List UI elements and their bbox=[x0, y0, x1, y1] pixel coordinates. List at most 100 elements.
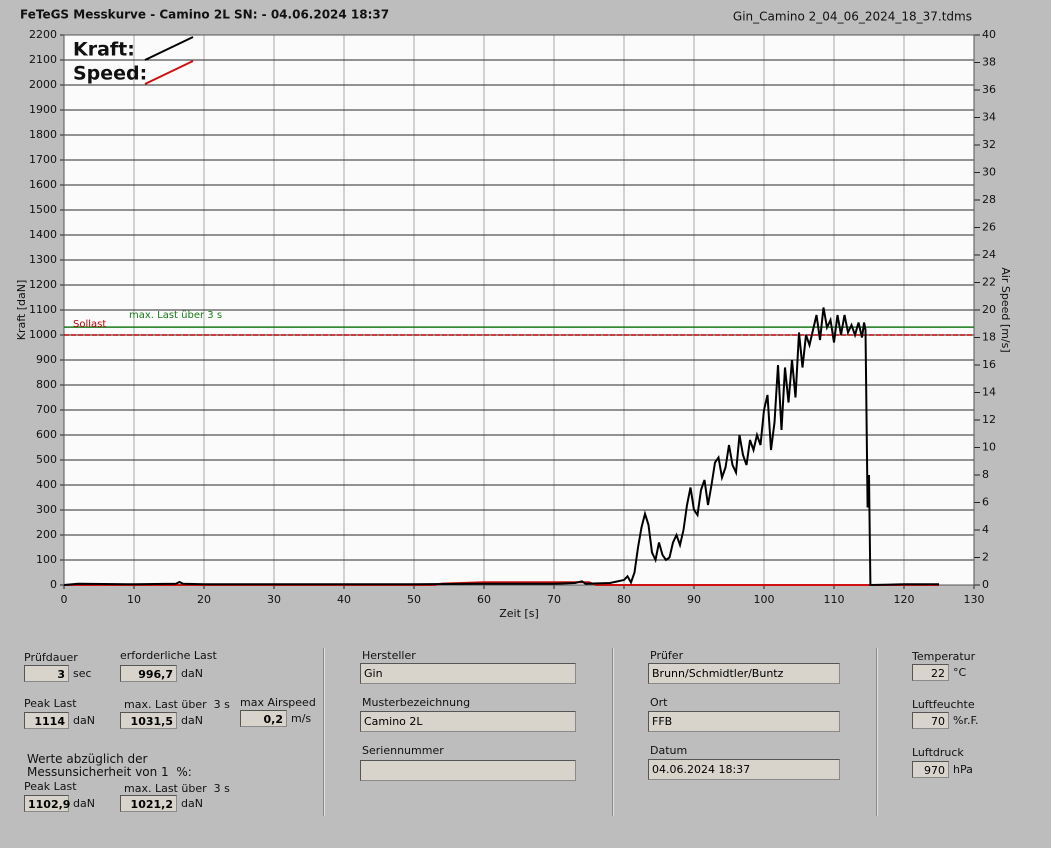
y-tick-label: 2100 bbox=[29, 53, 57, 66]
field-value: 1021,2 bbox=[120, 795, 177, 812]
y2-tick-label: 40 bbox=[982, 28, 996, 41]
y-tick-label: 1900 bbox=[29, 103, 57, 116]
field-value: 22 bbox=[912, 664, 949, 681]
field-label: Prüfer bbox=[650, 649, 684, 662]
reference-label: Sollast bbox=[73, 319, 106, 330]
file-name: Gin_Camino 2_04_06_2024_18_37.tdms bbox=[733, 10, 972, 24]
x-tick-label: 50 bbox=[407, 593, 421, 606]
y-tick-label: 100 bbox=[36, 553, 57, 566]
field-value: 1114 bbox=[24, 712, 69, 729]
y2-tick-label: 8 bbox=[982, 468, 989, 481]
field-label: Luftfeuchte bbox=[912, 698, 975, 711]
field-unit: daN bbox=[181, 667, 203, 680]
legend-swatch bbox=[144, 60, 194, 85]
y-tick-label: 1800 bbox=[29, 128, 57, 141]
y-tick-label: 1300 bbox=[29, 253, 57, 266]
y-tick-label: 1600 bbox=[29, 178, 57, 191]
y-tick-label: 2200 bbox=[29, 28, 57, 41]
x-tick-label: 10 bbox=[127, 593, 141, 606]
field-unit: daN bbox=[181, 714, 203, 727]
field-value bbox=[360, 760, 576, 781]
field-value: 3 bbox=[24, 665, 69, 682]
note: Werte abzüglich der Messunsicherheit von… bbox=[27, 752, 192, 779]
y2-tick-label: 28 bbox=[982, 193, 996, 206]
field-label: max. Last über 3 s bbox=[124, 698, 230, 711]
y2-tick-label: 0 bbox=[982, 578, 989, 591]
field-unit: hPa bbox=[953, 763, 973, 776]
series-line bbox=[63, 307, 939, 587]
x-tick-label: 30 bbox=[267, 593, 281, 606]
x-tick-label: 70 bbox=[547, 593, 561, 606]
field-label: Peak Last bbox=[24, 697, 77, 710]
y-tick-label: 900 bbox=[36, 353, 57, 366]
x-tick-label: 100 bbox=[754, 593, 775, 606]
x-tick-label: 0 bbox=[61, 593, 68, 606]
field-value: 1102,9 bbox=[24, 795, 70, 812]
x-tick-label: 60 bbox=[477, 593, 491, 606]
y-axis-label: Kraft [daN] bbox=[15, 280, 28, 341]
chart: FeTeGS Messkurve - Camino 2L SN: - 04.06… bbox=[15, 8, 1012, 621]
y-tick-label: 300 bbox=[36, 503, 57, 516]
field-unit: m/s bbox=[291, 712, 312, 725]
field-label: Prüfdauer bbox=[24, 651, 78, 664]
y-tick-label: 1700 bbox=[29, 153, 57, 166]
y2-tick-label: 12 bbox=[982, 413, 996, 426]
field-unit: sec bbox=[73, 667, 92, 680]
y-tick-label: 1500 bbox=[29, 203, 57, 216]
y2-tick-label: 30 bbox=[982, 166, 996, 179]
y2-tick-label: 24 bbox=[982, 248, 996, 261]
field-value: 04.06.2024 18:37 bbox=[648, 759, 840, 780]
y2-tick-label: 4 bbox=[982, 523, 989, 536]
y2-tick-label: 2 bbox=[982, 551, 989, 564]
legend-swatch bbox=[144, 36, 194, 61]
y-tick-label: 600 bbox=[36, 428, 57, 441]
field-label: Hersteller bbox=[362, 649, 416, 662]
x-tick-label: 40 bbox=[337, 593, 351, 606]
field-value: 970 bbox=[912, 761, 949, 778]
y2-tick-label: 32 bbox=[982, 138, 996, 151]
x-tick-label: 90 bbox=[687, 593, 701, 606]
x-tick-label: 80 bbox=[617, 593, 631, 606]
y2-tick-label: 20 bbox=[982, 303, 996, 316]
x-tick-label: 120 bbox=[894, 593, 915, 606]
field-value: Camino 2L bbox=[360, 711, 576, 732]
y-tick-label: 1100 bbox=[29, 303, 57, 316]
field-value: FFB bbox=[648, 711, 840, 732]
reference-label: max. Last über 3 s bbox=[129, 310, 222, 321]
y-tick-label: 800 bbox=[36, 378, 57, 391]
field-label: max. Last über 3 s bbox=[124, 782, 230, 795]
field-label: max Airspeed bbox=[240, 696, 316, 709]
field-unit: °C bbox=[953, 666, 967, 679]
field-label: Ort bbox=[650, 696, 668, 709]
y-tick-label: 0 bbox=[50, 578, 57, 591]
field-label: Peak Last bbox=[24, 780, 77, 793]
field-value: 0,2 bbox=[240, 710, 287, 727]
legend-label: Kraft: bbox=[73, 39, 135, 61]
field-label: Seriennummer bbox=[362, 744, 444, 757]
field-value: 1031,5 bbox=[120, 712, 177, 729]
field-unit: daN bbox=[181, 797, 203, 810]
field-label: Musterbezeichnung bbox=[362, 696, 471, 709]
x-tick-label: 130 bbox=[964, 593, 985, 606]
y-tick-label: 1200 bbox=[29, 278, 57, 291]
plot-frame bbox=[63, 34, 975, 586]
y2-tick-label: 6 bbox=[982, 496, 989, 509]
field-label: Datum bbox=[650, 744, 688, 757]
field-label: Temperatur bbox=[912, 650, 976, 663]
y2-tick-label: 34 bbox=[982, 111, 996, 124]
separator bbox=[876, 648, 878, 816]
field-unit: %r.F. bbox=[953, 714, 979, 727]
y-tick-label: 2000 bbox=[29, 78, 57, 91]
x-tick-label: 20 bbox=[197, 593, 211, 606]
field-unit: daN bbox=[73, 714, 95, 727]
legend-label: Speed: bbox=[73, 63, 147, 85]
y2-axis-label: Air Speed [m/s] bbox=[999, 267, 1012, 352]
y2-tick-label: 14 bbox=[982, 386, 996, 399]
x-axis-label: Zeit [s] bbox=[499, 607, 538, 620]
field-value: Gin bbox=[360, 663, 576, 684]
y2-tick-label: 18 bbox=[982, 331, 996, 344]
field-value: 996,7 bbox=[120, 665, 177, 682]
field-value: 70 bbox=[912, 712, 949, 729]
y-tick-label: 700 bbox=[36, 403, 57, 416]
